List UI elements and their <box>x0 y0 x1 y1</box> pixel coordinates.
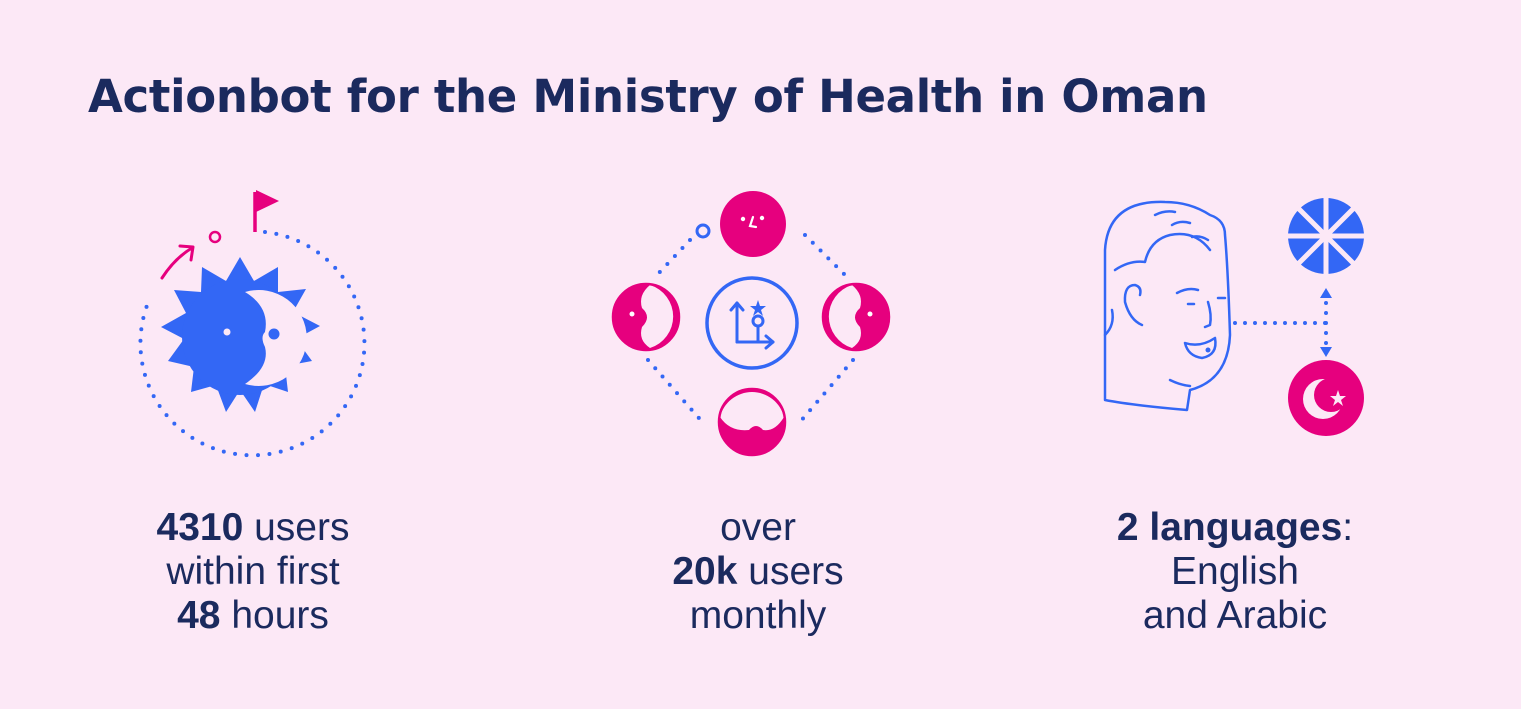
stat-monthly-users: over 20k users monthly <box>598 506 918 638</box>
stat-line: 48 hours <box>177 594 329 637</box>
stat-languages: 2 languages: English and Arabic <box>1075 506 1395 638</box>
stat-line: English <box>1171 550 1299 593</box>
stat-users-48h: 4310 users within first 48 hours <box>93 506 413 638</box>
stat-line: over <box>720 506 796 549</box>
stat-line: and Arabic <box>1142 594 1328 637</box>
stat-line: 2 languages: <box>1116 506 1354 549</box>
stat-line: monthly <box>689 594 827 637</box>
sun-moon-progress-icon <box>130 180 380 460</box>
page-title: Actionbot for the Ministry of Health in … <box>88 70 1208 123</box>
face-languages-icon <box>1090 190 1380 450</box>
stat-line: within first <box>166 550 340 593</box>
stat-line: 20k users <box>672 550 844 593</box>
stat-line: 4310 users <box>156 506 350 549</box>
users-growth-chart-icon <box>600 180 900 480</box>
